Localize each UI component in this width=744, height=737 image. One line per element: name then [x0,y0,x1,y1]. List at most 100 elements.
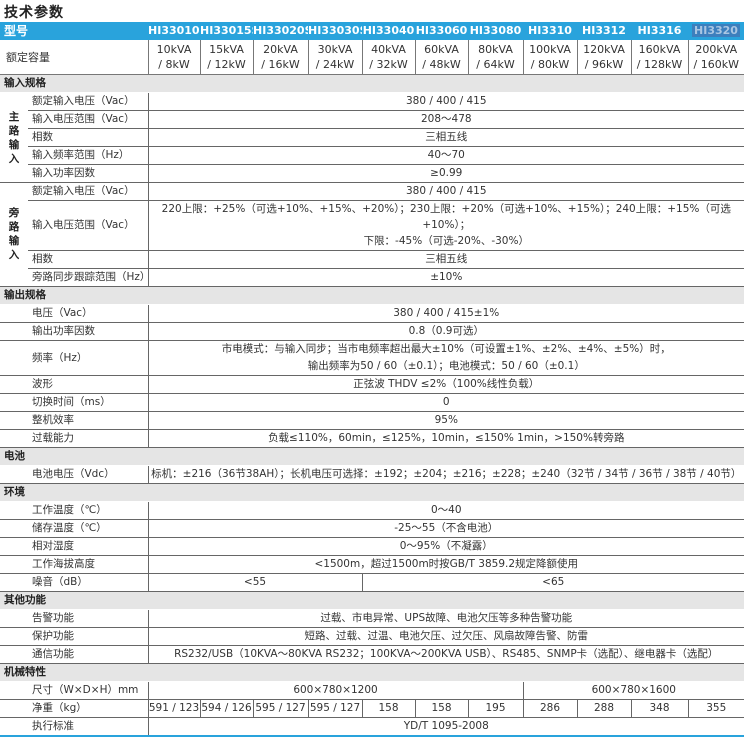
section-header: 机械特性 [0,663,744,682]
row-value: YD/T 1095-2008 [147,717,744,737]
row-value: 158 [414,699,469,718]
row-label: 尺寸（W×D×H）mm [0,681,149,700]
section-title: 输出规格 [0,286,744,305]
model-name: HI3320 [692,23,740,37]
table-row: 输出功率因数 0.8（0.9可选） [0,322,744,341]
row-label: 通信功能 [0,645,149,664]
model-header: HI33060 [415,22,469,40]
row-value: RS232/USB（10KVA～80KVA RS232；100KVA～200KV… [147,645,744,664]
row-label: 输出功率因数 [0,322,149,341]
capacity-value: 80kVA / 64kW [467,40,524,75]
row-label: 旁路同步跟踪范围（Hz） [28,268,149,287]
row-value: 0～95%（不凝露） [147,537,744,556]
model-header: HI3312 [577,22,632,40]
table-row: 旁路同步跟踪范围（Hz） ±10% [0,268,744,287]
table-row: 切换时间（ms） 0 [0,393,744,412]
model-header: HI33040 [362,22,416,40]
table-row: 相数 三相五线 [0,250,744,269]
model-header: HI3316 [631,22,689,40]
header-row: 型号HI33010S/HHI33015S/HHI33020S/HHI33030S… [0,22,744,40]
section-header: 其他功能 [0,591,744,610]
section-header: 环境 [0,483,744,502]
section-header: 输入规格 [0,74,744,93]
row-label: 输入功率因数 [28,164,149,183]
row-value: 355 [687,699,744,718]
row-value: <55 [147,573,363,592]
table-row: 相对湿度 0～95%（不凝露） [0,537,744,556]
section-title: 其他功能 [0,591,744,610]
row-value: 380 / 400 / 415±1% [147,304,744,323]
row-value: 短路、过载、过温、电池欠压、过欠压、风扇故障告警、防雷 [147,627,744,646]
section-header: 电池 [0,447,744,466]
capacity-row: 额定容量 10kVA / 8kW 15kVA / 12kW 20kVA / 16kW 3… [0,40,744,75]
section-title: 环境 [0,483,744,502]
row-label: 过载能力 [0,429,149,448]
row-label: 执行标准 [0,717,149,737]
capacity-value: 40kVA / 32kW [361,40,416,75]
model-header: HI33030S/H [308,22,363,40]
row-value: 0.8（0.9可选） [147,322,744,341]
row-label: 波形 [0,375,149,394]
row-value: 正弦波 THDV ≤2%（100%线性负载） [147,375,744,394]
table-row: 通信功能 RS232/USB（10KVA～80KVA RS232；100KVA～2… [0,645,744,664]
table-row: 工作温度（℃） 0～40 [0,501,744,520]
capacity-value: 60kVA / 48kW [414,40,469,75]
table-row: 输入电压范围（Vac） 208～478 [0,110,744,129]
model-name: HI33015S/H [200,23,253,37]
row-value: 158 [361,699,416,718]
table-row: 电池电压（Vdc） 标机：±216（36节38AH）；长机电压可选择：±192；±… [0,465,744,484]
row-value: 595 / 127 [252,699,309,718]
row-value: 市电模式：与输入同步；当市电频率超出最大±10%（可设置±1%、±2%、±4%、… [147,340,744,376]
model-name: HI33060 [415,23,468,37]
row-label: 输入频率范围（Hz） [28,146,149,165]
row-label: 相对湿度 [0,537,149,556]
row-value: 380 / 400 / 415 [147,182,744,201]
group-label: 主路输入 [0,92,28,183]
group-label: 旁路输入 [0,182,28,287]
section-header: 输出规格 [0,286,744,305]
row-label: 告警功能 [0,609,149,628]
capacity-value: 20kVA / 16kW [252,40,309,75]
header-label: 型号 [0,22,149,40]
table-row: 储存温度（℃） -25～55（不含电池） [0,519,744,538]
row-value: 195 [467,699,524,718]
row-label: 切换时间（ms） [0,393,149,412]
row-label: 频率（Hz） [0,340,149,376]
section-title: 机械特性 [0,663,744,682]
row-label: 净重（kg） [0,699,149,718]
row-value: 负载≤110%，60min，≤125%，10min，≤150% 1min，>15… [147,429,744,448]
model-header: HI33080 [468,22,524,40]
capacity-label: 额定容量 [0,40,149,75]
row-value: ±10% [147,268,744,287]
capacity-value: 160kVA / 128kW [630,40,689,75]
row-label: 噪音（dB） [0,573,149,592]
table-row: 输入功率因数 ≥0.99 [0,164,744,183]
table-row: 相数 三相五线 [0,128,744,147]
row-value: 600×780×1200 [147,681,524,700]
table-row: 输入电压范围（Vac） 220上限：+25%（可选+10%、+15%、+20%）；… [0,200,744,251]
row-value: 591 / 123 [147,699,201,718]
model-name: HI3316 [637,23,682,37]
row-value: <65 [361,573,744,592]
row-label: 工作温度（℃） [0,501,149,520]
capacity-value: 120kVA / 96kW [576,40,632,75]
model-name: HI3310 [528,23,572,37]
table-row: 保护功能 短路、过载、过温、电池欠压、过欠压、风扇故障告警、防雷 [0,627,744,646]
row-value: 288 [576,699,632,718]
row-value: 三相五线 [147,128,744,147]
table-row: 波形 正弦波 THDV ≤2%（100%线性负载） [0,375,744,394]
row-value: 三相五线 [147,250,744,269]
row-value: 595 / 127 [307,699,363,718]
table-row: 过载能力 负载≤110%，60min，≤125%，10min，≤150% 1min… [0,429,744,448]
table-row: 旁路输入 额定输入电压（Vac） 380 / 400 / 415 [0,182,744,287]
row-value: 220上限：+25%（可选+10%、+15%、+20%）；230上限：+20%（… [147,200,744,251]
row-value: 95% [147,411,744,430]
row-value: 286 [522,699,578,718]
model-name: HI33030S/H [308,23,362,37]
model-name: HI33040 [362,23,415,37]
model-name: HI3312 [582,23,626,37]
row-label: 额定输入电压（Vac） [28,182,149,201]
table-row: 尺寸（W×D×H）mm 600×780×1200 600×780×1600 [0,681,744,700]
model-header: HI33010S/H [148,22,201,40]
row-label: 额定输入电压（Vac） [28,92,149,111]
